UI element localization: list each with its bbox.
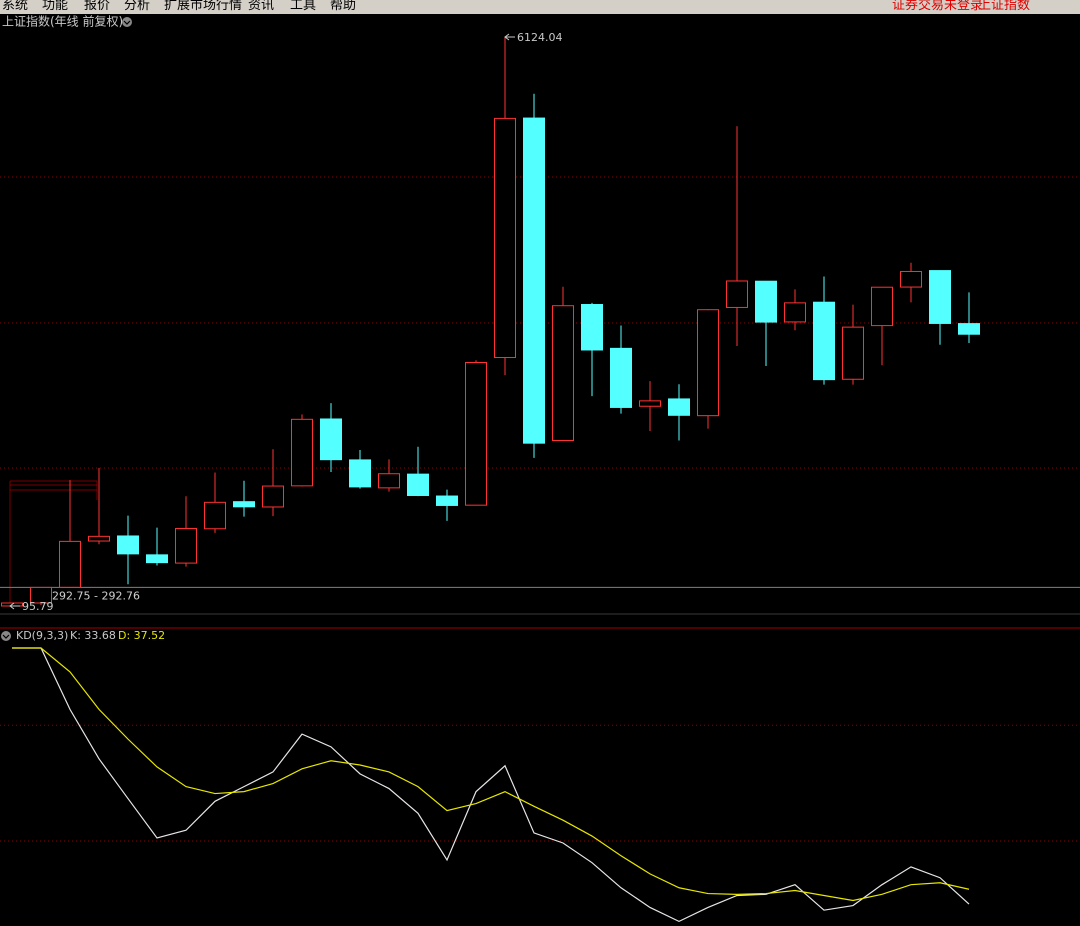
candle-body (378, 473, 400, 489)
candle-body (842, 326, 864, 380)
candle-body (639, 400, 661, 407)
crosshair-label: 292.75 - 292.76 (52, 589, 140, 602)
candle-body (436, 495, 458, 506)
menu-item[interactable]: 分析 (124, 0, 151, 13)
candle-body (204, 501, 226, 530)
range-box (9, 480, 98, 606)
candle-body (523, 117, 545, 444)
high-label: 6124.04 (517, 31, 563, 44)
candle-body (262, 485, 284, 508)
high-pointer (504, 33, 515, 41)
candle-body (59, 540, 81, 588)
candle-body (610, 347, 632, 408)
candle-body (900, 270, 922, 288)
menu-bar: 系统 功能 报价 分析 扩展市场行情 资讯 工具 帮助 证券交易未登录 上证指数 (0, 0, 1080, 14)
dropdown-icon[interactable] (122, 17, 132, 27)
candle-body (668, 398, 690, 416)
candle-body (320, 418, 342, 461)
candle-body (871, 286, 893, 327)
menu-item[interactable]: 资讯 (248, 0, 275, 13)
candle-body (958, 323, 980, 335)
candle-body (784, 302, 806, 323)
symbol-name: 上证指数 (978, 0, 1031, 13)
menu-item[interactable]: 扩展市场行情 (164, 0, 243, 13)
menu-item[interactable]: 系统 (2, 0, 29, 13)
low-label: 95.79 (22, 600, 54, 613)
candle-body (407, 473, 429, 496)
candle-body (30, 586, 52, 604)
menu-item[interactable]: 功能 (42, 0, 69, 13)
candle-body (146, 554, 168, 564)
menu-item[interactable]: 报价 (84, 0, 111, 13)
candle-body (755, 280, 777, 323)
candle-body (349, 459, 371, 488)
candle-body (697, 309, 719, 417)
menu-item[interactable]: 帮助 (330, 0, 357, 13)
candle-body (88, 535, 110, 542)
indicator-title: KD(9,3,3) (16, 629, 68, 642)
candle-body (929, 270, 951, 324)
candle-body (291, 418, 313, 487)
candle-body (581, 304, 603, 351)
dropdown-arrow (2, 634, 10, 639)
candle-body (552, 305, 574, 442)
candle-body (494, 117, 516, 359)
candle-body (117, 535, 139, 555)
d-label: D: 37.52 (118, 629, 165, 642)
k-label: K: 33.68 (70, 629, 116, 642)
kd-line (12, 647, 970, 902)
login-status: 证券交易未登录 (892, 0, 984, 13)
candle-body (465, 361, 487, 506)
kd-line (12, 647, 970, 923)
candle-body (175, 527, 197, 564)
candle-body (813, 301, 835, 381)
dropdown-icon[interactable] (1, 631, 11, 641)
candle-body (726, 280, 748, 308)
menu-item[interactable]: 工具 (290, 0, 317, 13)
chart-title: 上证指数(年线 前复权) (2, 14, 123, 29)
dropdown-arrow (123, 20, 131, 25)
low-pointer (9, 602, 20, 610)
candle-body (233, 501, 255, 508)
